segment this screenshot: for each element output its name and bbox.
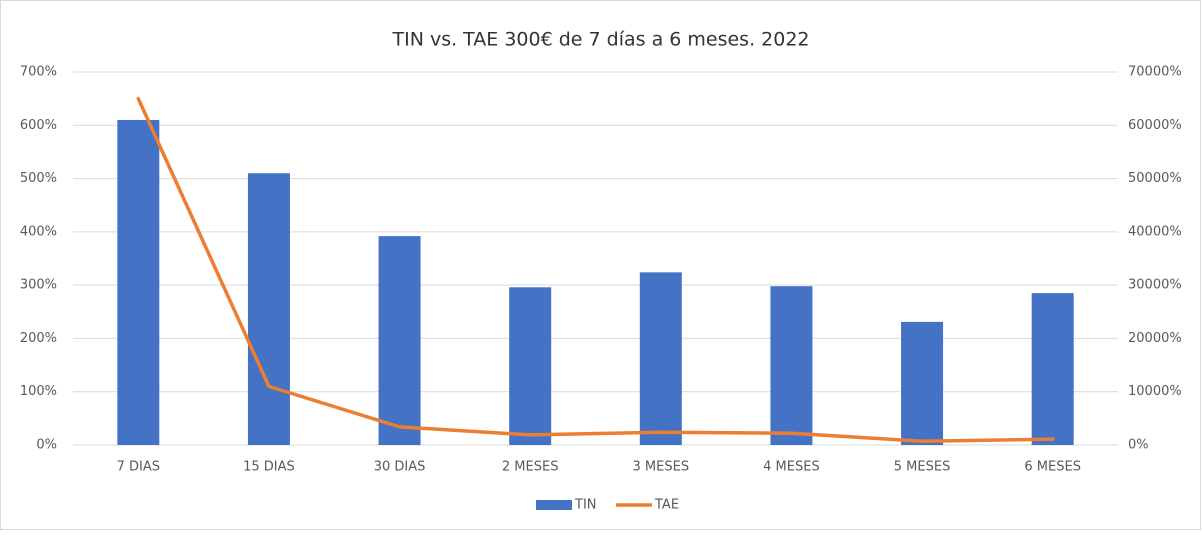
bar (770, 286, 813, 445)
bar (901, 321, 944, 445)
bar (117, 119, 160, 445)
x-tick-label: 4 MESES (763, 460, 820, 475)
y-tick-label: 700% (20, 65, 57, 80)
bar (378, 236, 421, 445)
y2-tick-label: 60000% (1128, 118, 1182, 133)
chart-title: TIN vs. TAE 300€ de 7 días a 6 meses. 20… (391, 29, 809, 51)
y-tick-label: 0% (36, 438, 57, 453)
y2-tick-label: 30000% (1128, 278, 1182, 293)
bar (1031, 293, 1074, 445)
y2-tick-label: 40000% (1128, 224, 1182, 239)
x-tick-label: 30 DIAS (374, 460, 426, 475)
x-tick-label: 3 MESES (633, 460, 690, 475)
y2-tick-label: 70000% (1128, 65, 1182, 80)
legend-label: TAE (654, 498, 679, 513)
y-tick-label: 200% (20, 331, 57, 346)
y-tick-label: 400% (20, 224, 57, 239)
y2-tick-label: 20000% (1128, 331, 1182, 346)
bar (639, 272, 682, 445)
y-tick-label: 300% (20, 278, 57, 293)
x-tick-label: 7 DIAS (117, 460, 160, 475)
legend-label: TIN (574, 498, 597, 513)
bar (247, 173, 290, 445)
x-tick-label: 6 MESES (1024, 460, 1081, 475)
bar (509, 287, 552, 445)
line (136, 96, 1055, 444)
x-tick-label: 15 DIAS (243, 460, 295, 475)
x-tick-label: 2 MESES (502, 460, 559, 475)
y-tick-label: 100% (20, 384, 57, 399)
y2-tick-label: 50000% (1128, 171, 1182, 186)
y-tick-label: 600% (20, 118, 57, 133)
y-tick-label: 500% (20, 171, 57, 186)
y2-tick-label: 10000% (1128, 384, 1182, 399)
legend-swatch (536, 500, 572, 510)
y2-tick-label: 0% (1128, 438, 1149, 453)
x-tick-label: 5 MESES (894, 460, 951, 475)
